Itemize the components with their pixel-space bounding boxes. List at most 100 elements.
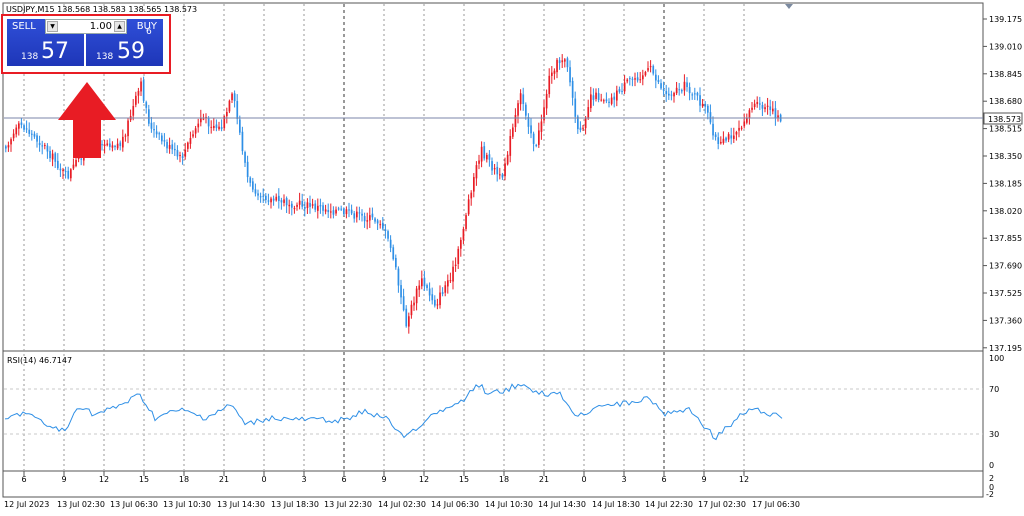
candle-body — [220, 127, 223, 129]
price-tick-label: 139.010 — [989, 42, 1022, 51]
candle-body — [70, 169, 72, 179]
candle-body — [777, 115, 779, 118]
hour-label: 15 — [459, 475, 469, 484]
candle-body — [675, 87, 678, 94]
candle-body — [730, 135, 733, 139]
candle-body — [543, 107, 545, 121]
candle-body — [23, 125, 25, 130]
candle-body — [155, 131, 158, 135]
candle-body — [532, 133, 535, 144]
candle-body — [623, 82, 626, 92]
candle-body — [304, 206, 306, 209]
hour-label: 0 — [261, 475, 266, 484]
candle-body — [584, 118, 587, 129]
candle-body — [444, 285, 447, 293]
candle-body — [748, 110, 751, 118]
candle-body — [46, 145, 49, 152]
rsi-label: RSI(14) 46.7147 — [7, 356, 72, 365]
candle-body — [587, 107, 590, 119]
candle-body — [764, 107, 766, 110]
date-label: 14 Jul 06:30 — [431, 500, 479, 509]
candle-body — [759, 103, 761, 105]
candle-body — [366, 220, 369, 222]
buy-price-prefix: 138 — [96, 52, 114, 62]
candle-body — [452, 266, 454, 282]
candle-body — [597, 93, 600, 100]
candle-body — [161, 135, 163, 142]
candle-body — [582, 127, 584, 129]
current-price-box — [983, 112, 1023, 125]
candle-body — [67, 170, 70, 179]
hour-label: 18 — [499, 475, 509, 484]
candle-body — [738, 127, 740, 131]
candle-body — [629, 78, 631, 80]
candle-body — [194, 128, 197, 134]
candle-body — [592, 95, 595, 100]
candle-body — [293, 208, 296, 210]
candle-body — [348, 209, 350, 211]
candle-body — [413, 302, 415, 306]
candle-body — [153, 128, 155, 131]
candle-body — [298, 200, 301, 205]
candle-body — [535, 144, 538, 146]
candle-body — [774, 108, 777, 119]
candle-body — [51, 153, 54, 160]
candle-body — [662, 89, 665, 91]
hour-label: 3 — [621, 475, 626, 484]
candle-body — [691, 94, 694, 96]
candle-body — [38, 142, 41, 146]
lot-decrease-icon[interactable]: ▼ — [47, 21, 58, 32]
candle-body — [7, 145, 10, 148]
candle-body — [504, 163, 506, 177]
candle-body — [499, 174, 501, 176]
lot-size-input[interactable]: 1.00 — [89, 21, 112, 32]
candle-body — [119, 142, 122, 147]
candle-body — [740, 127, 743, 129]
candle-body — [772, 108, 774, 112]
candle-body — [145, 102, 148, 108]
candle-body — [717, 137, 720, 144]
price-tick-label: 137.525 — [989, 289, 1022, 298]
candle-body — [657, 79, 660, 83]
price-tick-label: 137.690 — [989, 262, 1022, 271]
candle-body — [561, 60, 564, 63]
candle-body — [465, 215, 467, 229]
candle-body — [109, 143, 111, 147]
candle-body — [226, 112, 228, 117]
chart-shift-icon[interactable] — [785, 4, 793, 9]
candle-body — [605, 99, 608, 102]
candle-body — [215, 124, 218, 128]
candle-body — [642, 75, 644, 80]
candle-body — [493, 167, 496, 170]
hour-label: 15 — [139, 475, 149, 484]
candle-body — [335, 209, 337, 214]
buy-price-big: 59 — [117, 39, 145, 64]
lot-increase-icon[interactable]: ▲ — [114, 21, 125, 32]
candle-body — [753, 103, 756, 107]
price-tick-label: 138.680 — [989, 97, 1022, 106]
candle-body — [176, 150, 179, 157]
candle-body — [725, 137, 727, 141]
candle-body — [769, 106, 772, 110]
candles — [5, 54, 782, 334]
candle-body — [319, 205, 322, 207]
candle-body — [655, 74, 657, 81]
candle-body — [371, 213, 374, 218]
candle-body — [447, 280, 449, 287]
candle-body — [491, 161, 493, 171]
candle-body — [158, 133, 161, 135]
date-label: 14 Jul 02:30 — [378, 500, 426, 509]
candle-body — [291, 203, 293, 208]
candle-body — [454, 264, 457, 266]
candle-body — [649, 66, 652, 68]
candle-body — [184, 149, 187, 157]
candle-body — [501, 174, 504, 178]
candle-body — [530, 125, 532, 134]
candle-body — [525, 104, 527, 116]
candle-body — [31, 133, 33, 135]
hour-label: 21 — [539, 475, 549, 484]
candle-body — [634, 78, 636, 80]
candle-body — [486, 154, 488, 160]
price-tick-label: 137.360 — [989, 316, 1022, 325]
